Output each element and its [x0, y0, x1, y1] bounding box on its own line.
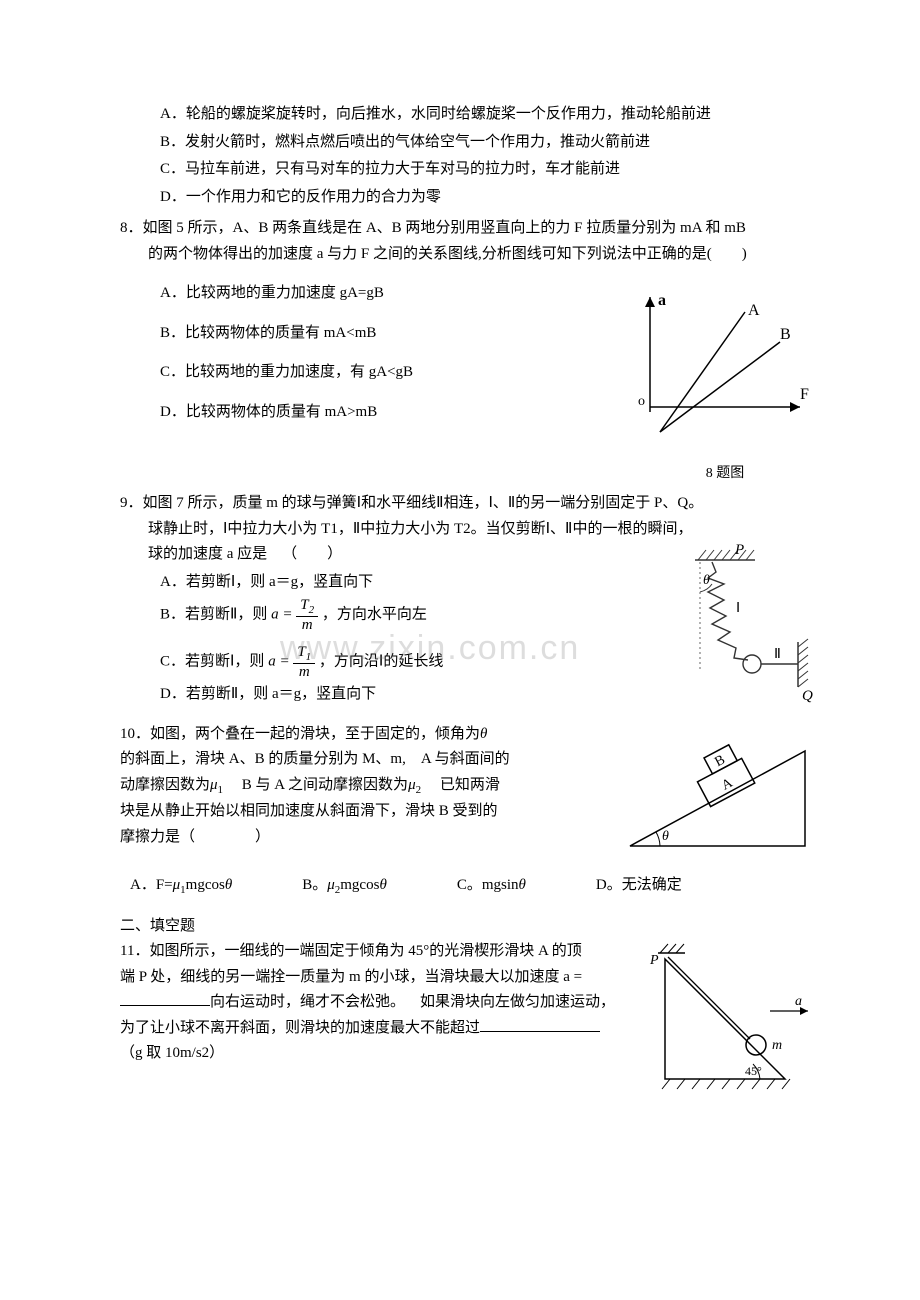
- q10-opt-b: B。μ2mgcosθ: [302, 873, 387, 900]
- q10-opt-c: C。mgsinθ: [457, 873, 526, 900]
- q9-diagram-svg: P Q Ⅰ Ⅱ θ: [640, 542, 815, 712]
- svg-text:A: A: [748, 302, 760, 319]
- svg-text:P: P: [734, 542, 744, 558]
- q11-block: P a m 45° 11．如图所示，一细线的一端固定于倾角为 45°的光滑楔形滑…: [120, 939, 820, 1104]
- q8-stem-1: 8．如图 5 所示，A、B 两条直线是在 A、B 两地分别用竖直向上的力 F 拉…: [120, 216, 820, 242]
- svg-text:Ⅰ: Ⅰ: [736, 601, 740, 616]
- svg-text:B: B: [780, 326, 791, 343]
- q7-opt-d: D．一个作用力和它的反作用力的合力为零: [160, 185, 820, 211]
- svg-text:Ⅱ: Ⅱ: [774, 647, 781, 662]
- svg-text:F: F: [800, 386, 809, 403]
- q7-opt-c: C．马拉车前进，只有马对车的拉力大于车对马的拉力时，车才能前进: [160, 157, 820, 183]
- q10-block: A B θ 10．如图，两个叠在一起的滑块，至于固定的，倾角为θ 的斜面上，滑块…: [120, 722, 820, 866]
- q9-figure: P Q Ⅰ Ⅱ θ: [640, 542, 820, 722]
- q10-opt-a: A．F=μ1mgcosθ: [130, 873, 232, 900]
- svg-text:P: P: [649, 953, 659, 968]
- q9-stem2: 球静止时，Ⅰ中拉力大小为 T1，Ⅱ中拉力大小为 T2。当仅剪断Ⅰ、Ⅱ中的一根的瞬…: [148, 517, 820, 543]
- q7-options: A．轮船的螺旋桨旋转时，向后推水，水同时给螺旋桨一个反作用力，推动轮船前进 B．…: [160, 102, 820, 210]
- svg-text:θ: θ: [662, 829, 669, 844]
- section-2-heading: 二、填空题: [120, 914, 820, 940]
- q8-graph-svg: a F o A B: [630, 287, 815, 452]
- q7-opt-a: A．轮船的螺旋桨旋转时，向后推水，水同时给螺旋桨一个反作用力，推动轮船前进: [160, 102, 820, 128]
- svg-text:a: a: [658, 292, 666, 309]
- svg-text:a: a: [795, 994, 802, 1009]
- q10-l1: 10．如图，两个叠在一起的滑块，至于固定的，倾角为: [120, 726, 480, 742]
- q8-stem-2: 的两个物体得出的加速度 a 与力 F 之间的关系图线,分析图线可知下列说法中正确…: [148, 242, 820, 268]
- svg-text:o: o: [638, 394, 645, 409]
- svg-text:A: A: [719, 775, 736, 793]
- svg-text:m: m: [772, 1038, 782, 1053]
- q9-stem1: 9．如图 7 所示，质量 m 的球与弹簧Ⅰ和水平细线Ⅱ相连，Ⅰ、Ⅱ的另一端分别固…: [120, 491, 820, 517]
- q7-opt-b: B．发射火箭时，燃料点燃后喷出的气体给空气一个作用力，推动火箭前进: [160, 130, 820, 156]
- q11-figure: P a m 45°: [640, 939, 820, 1104]
- svg-text:θ: θ: [703, 573, 710, 588]
- q8-figure: a F o A B 8 题图: [630, 287, 820, 485]
- q10-figure: A B θ: [620, 726, 820, 866]
- q10-options: A．F=μ1mgcosθ B。μ2mgcosθ C。mgsinθ D。无法确定: [130, 873, 820, 900]
- q10-opt-d: D。无法确定: [596, 873, 682, 900]
- q11-blank2[interactable]: [480, 1016, 600, 1032]
- q8-fig-caption: 8 题图: [630, 462, 820, 486]
- q11-blank1[interactable]: [120, 990, 210, 1006]
- svg-text:Q: Q: [802, 688, 813, 704]
- svg-text:45°: 45°: [745, 1064, 762, 1078]
